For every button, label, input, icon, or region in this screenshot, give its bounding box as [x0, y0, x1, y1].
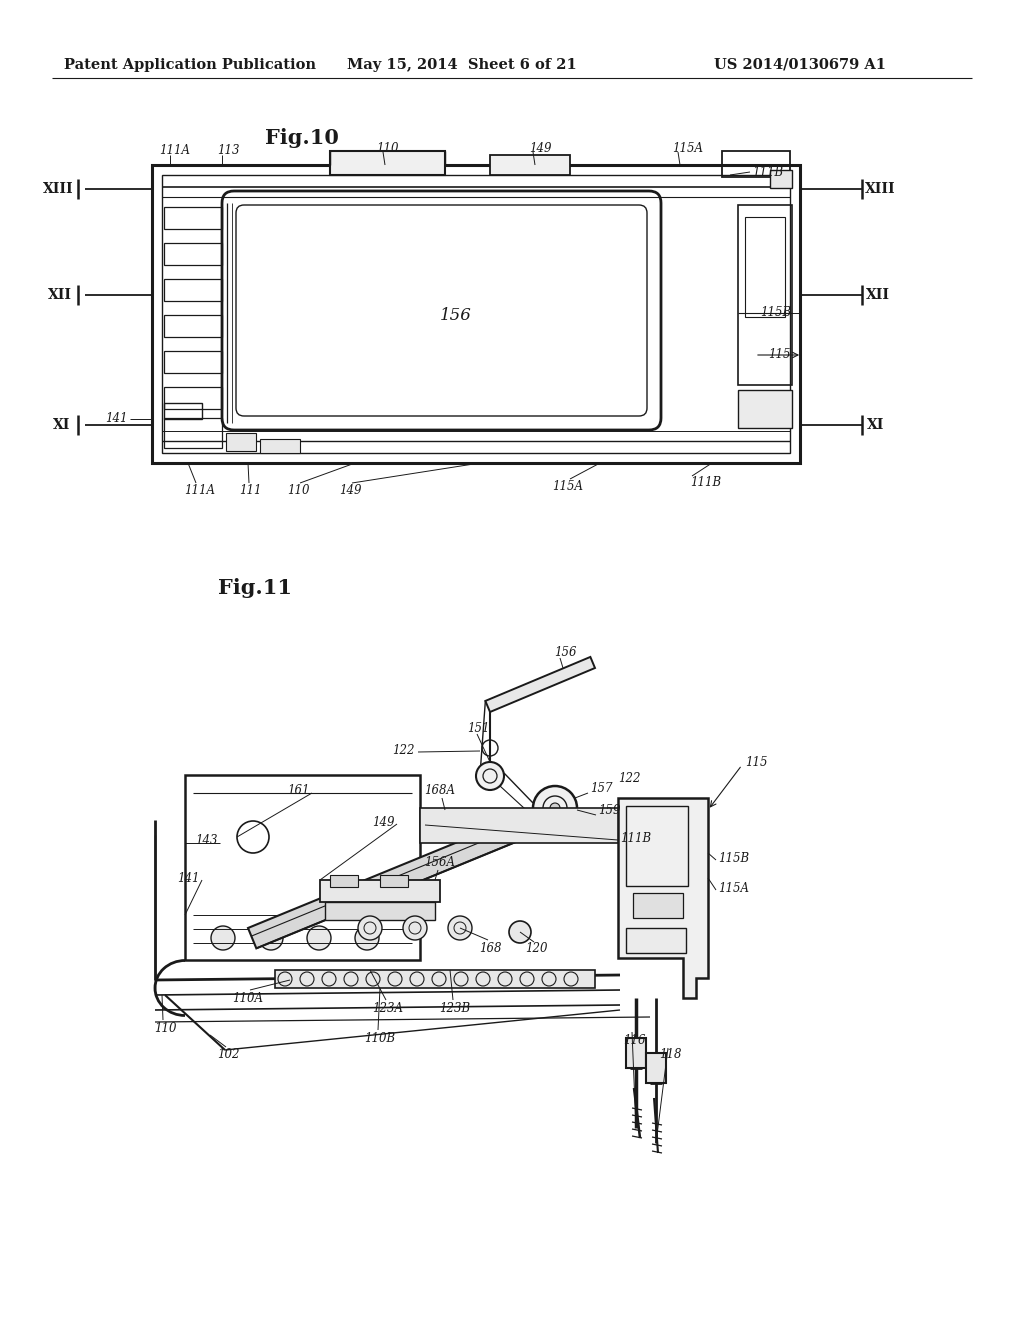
Circle shape — [259, 927, 283, 950]
Text: 120: 120 — [524, 941, 547, 954]
Bar — [164, 207, 222, 228]
Bar — [164, 243, 222, 265]
Text: XI: XI — [53, 418, 71, 432]
Bar — [420, 808, 618, 843]
Bar — [164, 403, 202, 418]
Bar — [738, 205, 792, 385]
Circle shape — [449, 916, 472, 940]
Text: XI: XI — [867, 418, 885, 432]
Bar — [626, 807, 688, 886]
Text: 111B: 111B — [620, 832, 651, 845]
Text: 141: 141 — [105, 412, 128, 425]
Text: XII: XII — [48, 288, 72, 302]
Bar — [490, 154, 570, 176]
Text: 151: 151 — [467, 722, 489, 734]
Bar — [152, 165, 800, 463]
Circle shape — [355, 927, 379, 950]
Text: 102: 102 — [217, 1048, 240, 1061]
Text: 110: 110 — [376, 141, 398, 154]
Bar — [162, 176, 790, 453]
Text: 116: 116 — [623, 1034, 645, 1047]
Bar — [226, 433, 256, 451]
Text: XIII: XIII — [864, 182, 895, 195]
Text: 118: 118 — [658, 1048, 681, 1061]
Bar — [626, 928, 686, 953]
Bar — [626, 1038, 646, 1068]
Bar — [738, 389, 792, 428]
Text: 110: 110 — [287, 484, 309, 498]
Bar — [380, 875, 408, 887]
Circle shape — [534, 785, 577, 830]
Bar — [330, 875, 358, 887]
Text: 156A: 156A — [425, 855, 456, 869]
Text: 149: 149 — [373, 816, 395, 829]
Text: 115B: 115B — [718, 851, 750, 865]
Text: Fig.10: Fig.10 — [265, 128, 339, 148]
Bar — [164, 418, 222, 447]
Polygon shape — [485, 657, 595, 711]
Text: 123B: 123B — [439, 1002, 471, 1015]
Text: 110B: 110B — [365, 1031, 395, 1044]
Text: 111A: 111A — [184, 484, 215, 498]
Text: 141: 141 — [177, 871, 200, 884]
Text: 168A: 168A — [425, 784, 456, 796]
Bar — [185, 775, 420, 960]
Text: 115A: 115A — [718, 882, 749, 895]
Text: US 2014/0130679 A1: US 2014/0130679 A1 — [714, 58, 886, 73]
Bar — [722, 150, 790, 177]
Text: 111B: 111B — [752, 165, 783, 178]
Bar — [260, 440, 300, 453]
Text: 168: 168 — [479, 941, 502, 954]
Text: May 15, 2014  Sheet 6 of 21: May 15, 2014 Sheet 6 of 21 — [347, 58, 577, 73]
Circle shape — [550, 803, 560, 813]
Text: 122: 122 — [618, 771, 640, 784]
Text: 123A: 123A — [373, 1002, 403, 1015]
Circle shape — [476, 762, 504, 789]
Bar — [325, 902, 435, 920]
Circle shape — [403, 916, 427, 940]
Text: 111A: 111A — [160, 144, 190, 157]
Text: 161: 161 — [288, 784, 310, 796]
Text: 115A: 115A — [673, 141, 703, 154]
Circle shape — [307, 927, 331, 950]
Text: XII: XII — [866, 288, 890, 302]
Circle shape — [211, 927, 234, 950]
Bar — [319, 880, 440, 902]
Text: Patent Application Publication: Patent Application Publication — [63, 58, 316, 73]
Text: 156: 156 — [554, 645, 577, 659]
Text: 159: 159 — [598, 804, 621, 817]
Text: 111: 111 — [239, 484, 261, 498]
Text: 115: 115 — [768, 348, 791, 362]
Text: 143: 143 — [196, 833, 218, 846]
Text: 156: 156 — [440, 306, 472, 323]
Bar — [633, 894, 683, 917]
Circle shape — [509, 921, 531, 942]
Bar — [745, 216, 785, 317]
Text: 111B: 111B — [690, 477, 721, 490]
Bar — [164, 351, 222, 374]
Text: 122: 122 — [392, 743, 415, 756]
Bar — [164, 315, 222, 337]
Text: 113: 113 — [217, 144, 240, 157]
Text: 115A: 115A — [553, 479, 584, 492]
Bar — [330, 150, 445, 176]
Bar — [164, 279, 222, 301]
Text: 157: 157 — [590, 781, 612, 795]
Text: 110: 110 — [154, 1022, 176, 1035]
Bar — [770, 170, 792, 187]
Text: XIII: XIII — [43, 182, 74, 195]
Text: 115: 115 — [745, 755, 768, 768]
Bar — [646, 1053, 666, 1082]
Text: 149: 149 — [528, 141, 551, 154]
Text: 115B: 115B — [760, 306, 792, 319]
Polygon shape — [248, 805, 556, 948]
Circle shape — [358, 916, 382, 940]
Polygon shape — [618, 799, 708, 998]
Text: 110A: 110A — [232, 991, 263, 1005]
Text: 149: 149 — [339, 484, 361, 498]
Text: Fig.11: Fig.11 — [218, 578, 292, 598]
Bar — [275, 970, 595, 987]
Bar — [164, 387, 222, 409]
